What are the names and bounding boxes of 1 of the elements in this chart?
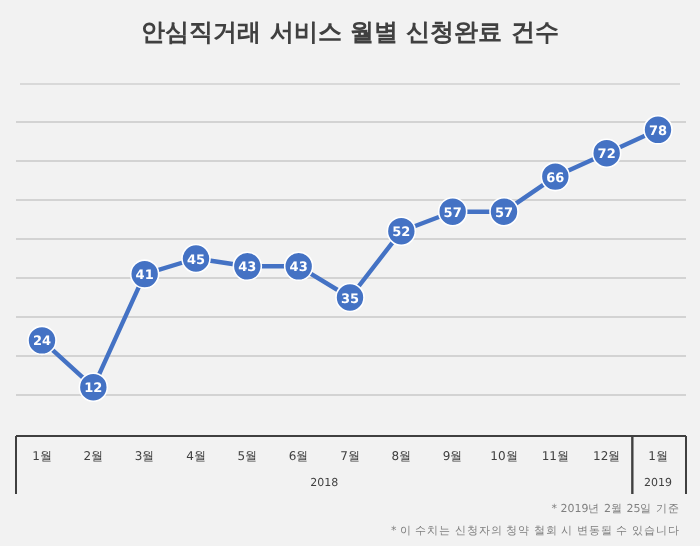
chart-title: 안심직거래 서비스 월별 신청완료 건수: [141, 18, 559, 46]
